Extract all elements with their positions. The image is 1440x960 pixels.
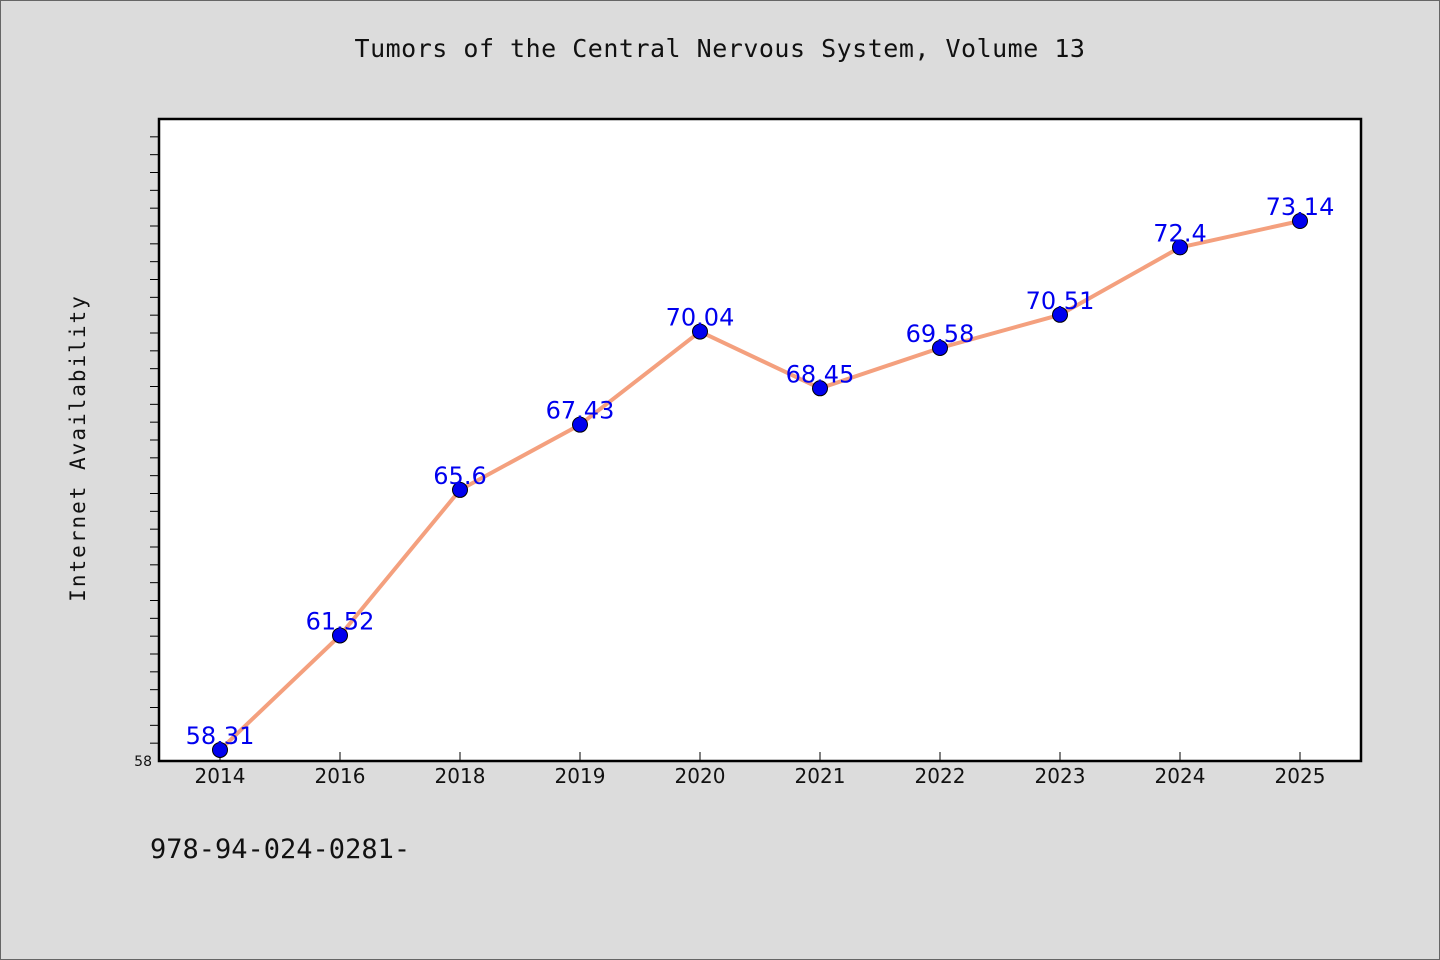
y-ticks: 58 [134,136,159,770]
x-tick-label: 2014 [195,764,246,788]
data-point [812,380,828,397]
data-label: 70.51 [1026,287,1095,315]
data-label: 69.58 [906,320,975,348]
x-tick-label: 2023 [1035,764,1086,788]
x-tick-label: 2020 [675,764,726,788]
x-tick-label: 2016 [315,764,366,788]
x-tick-label: 2018 [435,764,486,788]
x-tick-label: 2021 [795,764,846,788]
markers-group [212,213,1308,758]
chart-title: Tumors of the Central Nervous System, Vo… [354,34,1086,63]
x-tick-label: 2024 [1155,764,1206,788]
data-point [1292,213,1308,230]
plot-area [157,117,1363,763]
data-label: 61.52 [306,607,375,635]
data-point [572,416,588,433]
data-point [332,627,348,644]
data-label: 70.04 [666,304,735,332]
data-label: 73.14 [1266,193,1335,221]
y-tick-label: 58 [134,754,152,770]
data-label: 65.6 [433,462,486,490]
data-label: 67.43 [546,397,615,425]
data-label: 72.4 [1153,219,1206,247]
data-point [932,339,948,356]
x-tick-label: 2025 [1275,764,1326,788]
data-point [452,481,468,498]
x-tick-label: 2022 [915,764,966,788]
data-point [1052,306,1068,323]
data-point [212,741,228,758]
series-line [218,219,1302,752]
series-line-group [218,219,1302,752]
data-point [692,323,708,340]
data-labels-group: 58.31 61.52 65.6 67.43 70.04 68.45 69.58 70.51 7… [186,193,1335,750]
x-ticks: 2014 2016 2018 2019 2020 2021 2022 2023 2024 2025 [195,752,1326,788]
data-label: 58.31 [186,722,255,750]
data-label: 68.45 [786,360,855,388]
data-point [1172,239,1188,256]
isbn-footer: 978-94-024-0281- [150,834,411,865]
x-tick-label: 2019 [555,764,606,788]
